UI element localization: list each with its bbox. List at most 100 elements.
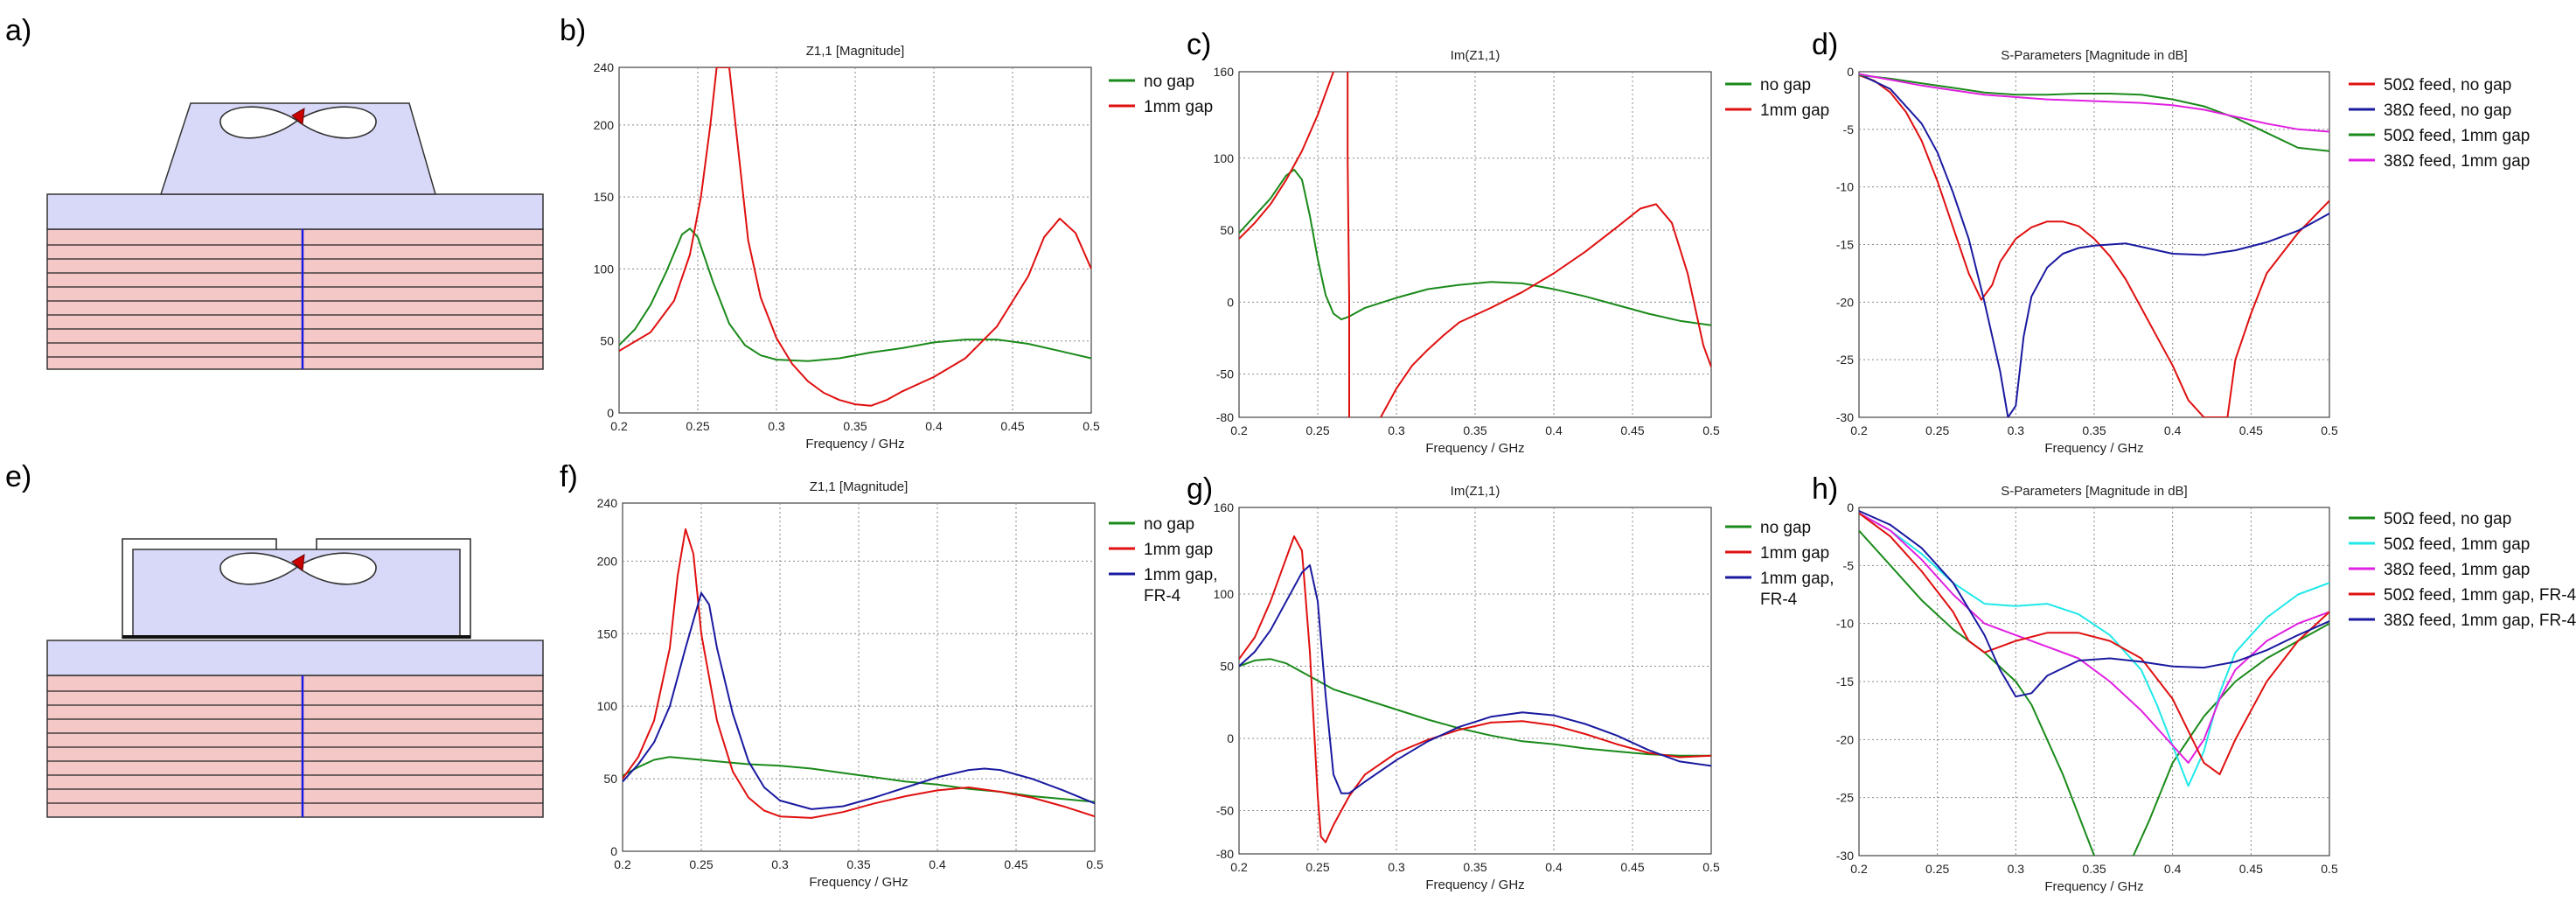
legend-label: 50Ω feed, no gap — [2384, 76, 2511, 94]
x-axis-label: Frequency / GHz — [2044, 879, 2143, 894]
x-tick-label: 0.3 — [1388, 423, 1405, 437]
y-tick-label: -10 — [1836, 617, 1854, 631]
legend-label: 1mm gap — [1144, 541, 1213, 559]
panel-letter-b: b) — [560, 14, 586, 47]
x-tick-label: 0.35 — [2082, 862, 2106, 876]
series-line-38-feed-1mm-gap-fr-4 — [1859, 510, 2329, 698]
x-tick-label: 0.45 — [1004, 857, 1027, 871]
legend-label: 1mm gap — [1144, 98, 1213, 116]
series-line-50-feed-1mm-gap — [1859, 73, 2329, 152]
substrate-layer-lines — [47, 690, 543, 804]
panel-letter-c: c) — [1187, 28, 1211, 61]
chart-s-parameters-bottom: 0.2 0.25 0.3 0.35 0.4 0.45 0.5 -30 -25 -20 -15 -10 -… — [1836, 484, 2576, 894]
panel-letter-g: g) — [1187, 472, 1213, 506]
y-tick-label: -80 — [1216, 847, 1234, 861]
ground-dielectric — [46, 640, 544, 676]
series-line-1mm-gap — [1347, 72, 1350, 417]
x-tick-label: 0.5 — [2321, 423, 2338, 437]
x-tick-label: 0.5 — [1083, 419, 1100, 433]
bowtie-element — [219, 552, 377, 585]
x-tick-label: 0.25 — [1305, 860, 1329, 874]
legend-label: FR-4 — [1760, 591, 1798, 609]
legend-label: 50Ω feed, 1mm gap — [2384, 535, 2530, 554]
series-line-38-feed-1mm-gap — [1859, 73, 2329, 133]
x-tick-label: 0.2 — [614, 857, 631, 871]
y-tick-label: 150 — [597, 626, 618, 640]
legend-label: 38Ω feed, no gap — [2384, 101, 2511, 120]
series-line-50-feed-1mm-gap-fr-4 — [1859, 512, 2329, 776]
x-tick-label: 0.25 — [1925, 862, 1949, 876]
series-line-no-gap — [1239, 168, 1711, 326]
chart-im-z11-top: 0.2 0.25 0.3 0.35 0.4 0.45 0.5 -80 -50 0 50 100 160 I… — [1214, 48, 1830, 456]
series-line-no-gap — [1239, 658, 1711, 757]
y-tick-label: -30 — [1836, 410, 1854, 424]
y-tick-label: 0 — [610, 844, 617, 858]
x-tick-label: 0.2 — [1850, 862, 1868, 876]
x-tick-label: 0.45 — [1000, 419, 1024, 433]
substrate-layer-lines — [47, 244, 543, 358]
panel-letter-f: f) — [560, 460, 578, 493]
y-tick-label: 50 — [1220, 223, 1234, 237]
x-tick-label: 0.3 — [1388, 860, 1405, 874]
series-line-1mm-gap — [1239, 535, 1711, 843]
y-tick-label: 160 — [1214, 500, 1235, 514]
substrate-block — [46, 228, 544, 370]
x-tick-label: 0.4 — [2164, 862, 2182, 876]
feed-port-icon — [291, 554, 305, 571]
y-tick-label: -10 — [1836, 180, 1854, 194]
x-axis-label: Frequency / GHz — [805, 437, 904, 451]
x-axis-label: Frequency / GHz — [2044, 441, 2143, 456]
x-tick-label: 0.35 — [1463, 423, 1486, 437]
legend-label: 50Ω feed, 1mm gap — [2384, 127, 2530, 145]
x-tick-label: 0.25 — [1925, 423, 1949, 437]
series-line-50-feed-no-gap — [1859, 73, 2329, 417]
series-line-1mm-gap — [623, 528, 1095, 819]
chart-im-z11-bottom: 0.2 0.25 0.3 0.35 0.4 0.45 0.5 -80 -50 0 50 100 160 I… — [1214, 484, 1835, 892]
x-tick-label: 0.4 — [929, 857, 946, 871]
y-tick-label: -25 — [1836, 791, 1854, 805]
x-tick-label: 0.45 — [2239, 862, 2263, 876]
x-tick-label: 0.5 — [1702, 860, 1720, 874]
x-tick-label: 0.25 — [686, 419, 709, 433]
x-axis-label: Frequency / GHz — [1425, 441, 1524, 456]
series-line-1mm-gap — [619, 67, 1091, 407]
x-tick-label: 0.35 — [2082, 423, 2106, 437]
chart-title: Z1,1 [Magnitude] — [810, 479, 909, 494]
y-tick-label: 0 — [1227, 295, 1234, 309]
y-tick-label: 240 — [594, 60, 615, 74]
x-tick-label: 0.2 — [610, 419, 628, 433]
legend-label: FR-4 — [1144, 587, 1181, 605]
bowtie-element — [219, 106, 377, 139]
legend-label: 38Ω feed, 1mm gap, FR-4 — [2384, 612, 2576, 630]
y-tick-label: -50 — [1216, 804, 1234, 818]
y-tick-label: -5 — [1843, 122, 1855, 136]
feed-port-icon — [291, 108, 305, 125]
x-tick-label: 0.35 — [843, 419, 867, 433]
chart-title: Im(Z1,1) — [1451, 48, 1500, 63]
y-tick-label: 160 — [1214, 65, 1235, 79]
series-line-1mm-gap — [1380, 203, 1711, 417]
y-tick-label: 100 — [594, 262, 615, 276]
legend-label: no gap — [1144, 73, 1194, 91]
y-tick-label: 100 — [1214, 587, 1235, 601]
x-tick-label: 0.45 — [1620, 423, 1644, 437]
chart-title: S-Parameters [Magnitude in dB] — [2001, 484, 2187, 499]
chart-title: Z1,1 [Magnitude] — [806, 44, 905, 59]
legend-label: 38Ω feed, 1mm gap — [2384, 152, 2530, 171]
legend-label: no gap — [1760, 76, 1811, 94]
series-line-1mm-gap-fr-4 — [623, 591, 1095, 810]
legend-label: 50Ω feed, no gap — [2384, 510, 2511, 528]
y-tick-label: 100 — [597, 699, 618, 713]
legend-label: 38Ω feed, 1mm gap — [2384, 561, 2530, 579]
substrate-block — [46, 675, 544, 818]
y-tick-label: 0 — [607, 406, 614, 420]
chart-z11-magnitude-top: 0.2 0.25 0.3 0.35 0.4 0.45 0.5 0 50 100 150 200 240 Z… — [594, 44, 1214, 451]
y-tick-label: -80 — [1216, 410, 1234, 424]
legend-label: 1mm gap, — [1760, 570, 1834, 588]
x-axis-label: Frequency / GHz — [809, 875, 908, 890]
series-line-1mm-gap-fr-4 — [1239, 564, 1711, 794]
y-tick-label: -30 — [1836, 849, 1854, 863]
legend-label: no gap — [1760, 519, 1811, 537]
x-tick-label: 0.4 — [1545, 423, 1563, 437]
